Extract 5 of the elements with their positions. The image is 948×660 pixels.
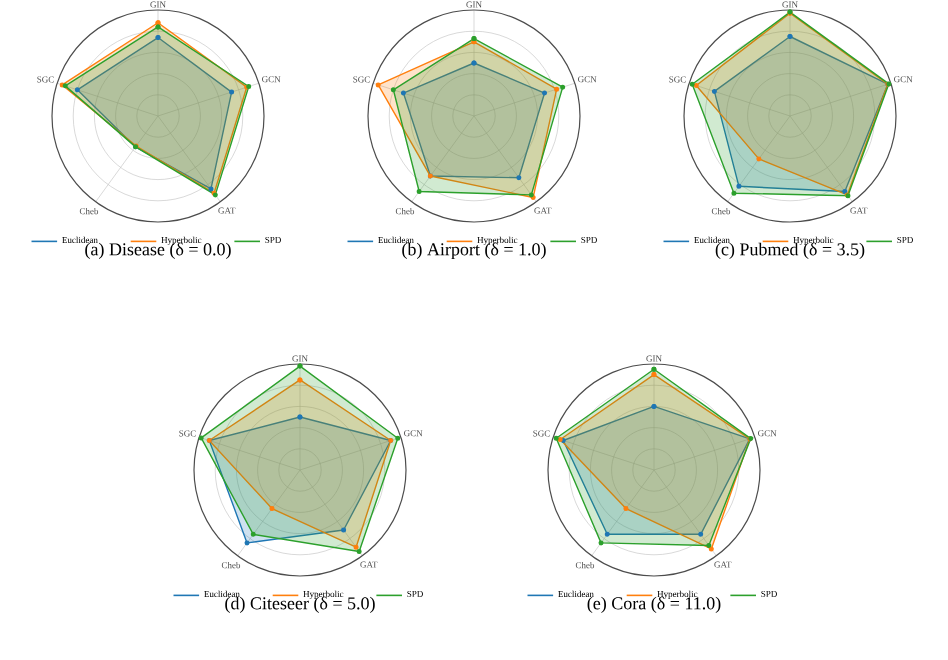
text: (e) Cora (δ = 11.0) <box>587 596 721 614</box>
text: (c) Pubmed (δ = 3.5) <box>715 242 865 260</box>
text: (a) Disease (δ = 0.0) <box>85 242 231 260</box>
text: (d) Citeseer (δ = 5.0) <box>225 596 375 614</box>
text: (b) Airport (δ = 1.0) <box>402 242 546 260</box>
